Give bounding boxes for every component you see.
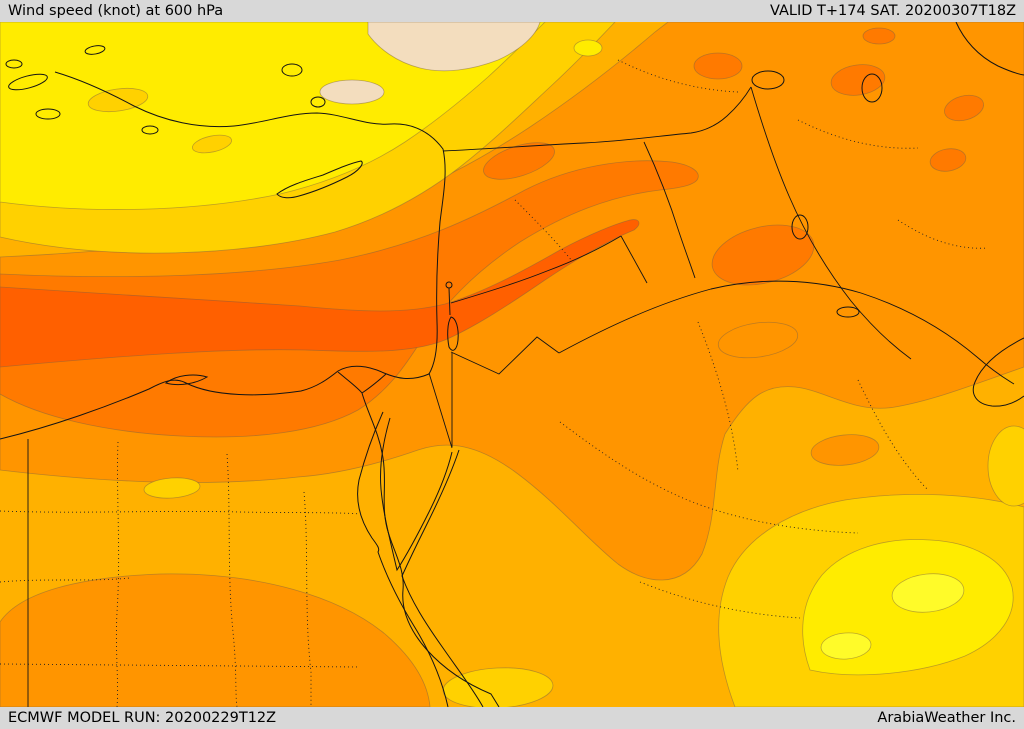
cyprus-island (276, 160, 363, 199)
contour-spot-dark-orange (711, 224, 815, 286)
syria-iraq-border (643, 141, 696, 279)
nile-delta-branches (337, 371, 387, 394)
aegean-island (5, 59, 23, 69)
dotted-boundary (797, 119, 919, 149)
dotted-boundary (226, 453, 238, 707)
contour-band-red-orange-core (0, 219, 640, 368)
jordan-saudi-border (450, 336, 560, 375)
persian-gulf-coast (972, 337, 1024, 407)
egypt-israel-border (428, 372, 453, 449)
contour-spot-bright-yellow (820, 632, 872, 660)
iraq-marsh-lake (836, 306, 860, 318)
rhodes-island (141, 125, 159, 135)
aegean-island (35, 108, 61, 120)
anatolian-lake (310, 96, 326, 108)
contour-spot-orange (717, 321, 799, 359)
contour-spot-orange (810, 434, 880, 466)
coastal-lagoon (164, 374, 209, 386)
dotted-boundary (617, 59, 739, 93)
title-bar: Wind speed (knot) at 600 hPa VALID T+174… (0, 0, 1024, 22)
map-title: Wind speed (knot) at 600 hPa (8, 3, 224, 19)
admin-dotted-layer (0, 59, 989, 707)
coastline-layer (0, 22, 1024, 707)
dotted-boundary (639, 581, 801, 619)
iraq-lake (791, 214, 809, 240)
contour-spot-dark-orange (693, 52, 743, 80)
aegean-island (8, 73, 48, 91)
contour-band-orange-south (0, 573, 431, 707)
valid-time-label: VALID T+174 SAT. 20200307T18Z (770, 3, 1016, 19)
mediterranean-coastline (0, 71, 446, 440)
contour-fill-layer (0, 22, 1024, 707)
contour-spot-gold (143, 477, 201, 499)
dead-sea (447, 316, 459, 351)
contour-spot-dark-orange (944, 94, 984, 122)
dotted-boundary (514, 199, 573, 262)
dotted-boundary (0, 577, 131, 583)
jordan-iraq-border (620, 235, 648, 284)
contour-spot-dark-orange (929, 148, 967, 172)
contour-spot-cream (319, 79, 385, 105)
contour-spot-bright-yellow (891, 573, 965, 613)
model-run-label: ECMWF MODEL RUN: 20200229T12Z (8, 710, 277, 726)
wind-speed-map-canvas (0, 22, 1024, 707)
iran-iraq-border (750, 86, 912, 360)
contour-band-cream (367, 22, 541, 72)
lake-van (751, 70, 785, 90)
aegean-island (84, 45, 106, 55)
contour-spot-gold (191, 134, 233, 154)
turkey-syria-border (442, 86, 752, 152)
syria-jordan-border (450, 235, 622, 304)
gulf-of-suez-african-red-sea-coast (357, 411, 449, 707)
contour-spot-gold (442, 667, 554, 707)
contour-spot-dark-orange (830, 64, 886, 96)
anatolian-lake (281, 63, 303, 77)
contour-spot-gold (987, 425, 1024, 507)
contour-spot-yellow (573, 39, 603, 57)
contour-band-yellow (0, 22, 546, 210)
dotted-boundary (303, 491, 312, 707)
jordan-river (448, 287, 451, 316)
status-bar: ECMWF MODEL RUN: 20200229T12Z ArabiaWeat… (0, 707, 1024, 729)
sinai-peninsula-coast (380, 417, 453, 572)
contour-band-dark-orange (0, 160, 699, 438)
branding-label: ArabiaWeather Inc. (877, 710, 1016, 726)
dotted-boundary (0, 510, 363, 515)
dotted-boundary (857, 379, 929, 491)
caspian-sea-coast (955, 22, 1024, 76)
gulf-of-aqaba-arabian-red-sea-coast (401, 449, 484, 707)
contour-spot-dark-orange (862, 27, 896, 45)
iraq-saudi-border (558, 280, 1015, 385)
lake-urmia (861, 73, 883, 103)
weather-map (0, 22, 1024, 707)
dotted-boundary (0, 663, 361, 668)
border-layer (27, 86, 1015, 707)
dotted-boundary (559, 421, 859, 534)
